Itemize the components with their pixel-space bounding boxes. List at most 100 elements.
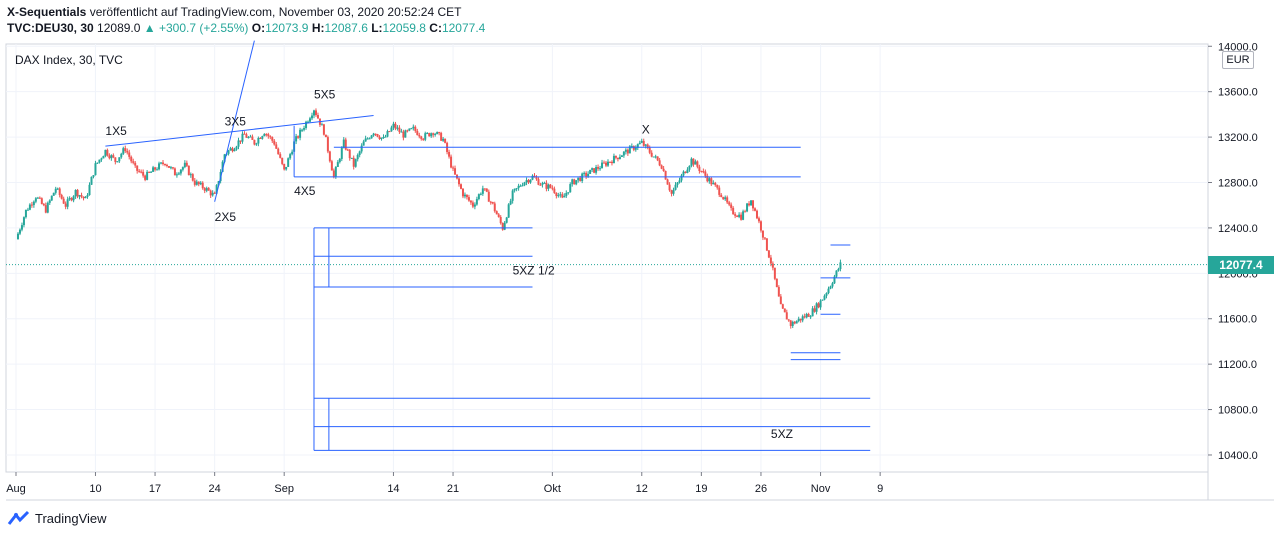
candle-body [712, 182, 715, 185]
currency-badge[interactable]: EUR [1222, 51, 1254, 69]
candle-body [660, 165, 663, 169]
annotation-label: X [642, 123, 650, 137]
candle-body [56, 188, 59, 190]
candle-body [801, 316, 804, 321]
candle-body [372, 133, 375, 136]
candle-body [215, 185, 218, 194]
candle-body [644, 144, 647, 146]
candle-body [412, 126, 415, 129]
candle-body [636, 144, 639, 148]
candle-body [495, 211, 498, 215]
candle-body [354, 159, 357, 167]
candle-body [76, 189, 79, 197]
candle-body [314, 110, 317, 116]
trend-line [214, 40, 255, 202]
candle-body [181, 167, 184, 170]
candle-body [823, 295, 826, 300]
candle-body [122, 148, 125, 154]
x-tick-label: 24 [209, 483, 221, 495]
candle-body [575, 180, 578, 185]
candle-body [80, 195, 83, 197]
y-tick-label: 11200.0 [1218, 359, 1257, 371]
candle-body [589, 169, 592, 174]
candle-body [394, 123, 397, 129]
candle-body [92, 175, 95, 177]
candle-body [837, 269, 840, 271]
time-axis[interactable]: Aug 10 17 24 Sep 14 21 Okt 12 19 26 Nov 9 [6, 472, 883, 495]
candle-body [448, 152, 451, 157]
candle-body [424, 133, 427, 140]
author-name[interactable]: X-Sequentials [7, 5, 87, 19]
candle-body [702, 171, 705, 173]
candle-body [136, 165, 139, 171]
candle-body [442, 138, 445, 141]
candle-body [593, 168, 596, 173]
candle-body [676, 182, 679, 185]
candle-body [827, 288, 830, 294]
candle-body [545, 182, 548, 189]
candle-body [505, 217, 508, 223]
candle-body [116, 161, 119, 163]
candle-body [692, 158, 695, 165]
candle-body [622, 151, 625, 156]
price-axis[interactable]: 10400.010800.011200.011600.012000.012400… [1208, 41, 1258, 462]
candle-body [753, 208, 756, 211]
candle-body [112, 155, 115, 158]
candle-body [72, 196, 75, 201]
candle-body [728, 202, 731, 205]
candle-body [217, 181, 220, 186]
candle-body [104, 149, 107, 157]
candle-body [94, 163, 97, 176]
candle-body [171, 167, 174, 169]
candle-body [336, 162, 339, 167]
candle-body [247, 137, 250, 139]
candle-body [239, 140, 242, 142]
candle-body [328, 151, 331, 162]
candle-body [628, 146, 631, 154]
candle-body [585, 172, 588, 177]
footer: TradingView [7, 510, 107, 526]
candle-body [819, 300, 822, 308]
candle-body [835, 270, 838, 277]
candle-body [805, 313, 808, 318]
candle-body [271, 137, 274, 141]
candle-body [320, 124, 323, 126]
candle-body [42, 203, 45, 206]
candle-body [549, 184, 552, 188]
candle-body [797, 318, 800, 322]
candle-body [809, 316, 812, 318]
candle-body [696, 161, 699, 167]
candle-body [74, 189, 77, 197]
candle-body [237, 140, 240, 147]
y-tick-label: 14000.0 [1218, 41, 1258, 53]
candle-body [503, 222, 506, 230]
annotation-labels: 1X5 2X5 3X5 4X5 5X5 X 5XZ 1/2 5XZ [105, 87, 793, 440]
candle-body [40, 198, 43, 204]
candle-body [539, 184, 542, 186]
y-tick-label: 12800.0 [1218, 178, 1258, 190]
candle-body [664, 170, 667, 180]
candle-body [483, 188, 486, 190]
candle-body [640, 140, 643, 143]
candle-body [680, 175, 683, 181]
candle-body [120, 153, 123, 158]
candle-body [785, 312, 788, 320]
footer-brand[interactable]: TradingView [35, 510, 107, 526]
candle-body [402, 131, 405, 138]
annotation-label: 2X5 [215, 210, 237, 224]
candle-body [547, 184, 550, 189]
candle-body [265, 134, 268, 136]
x-tick-label: 12 [636, 483, 648, 495]
candle-body [571, 179, 574, 185]
candle-body [618, 157, 621, 160]
candle-body [193, 180, 196, 185]
drawing-tools [105, 40, 871, 451]
candle-body [469, 200, 472, 203]
candle-body [658, 160, 661, 166]
candle-body [487, 191, 490, 202]
candle-body [708, 178, 711, 182]
candle-body [281, 157, 284, 164]
tradingview-logo-icon[interactable] [7, 510, 31, 526]
candle-body [565, 192, 568, 197]
